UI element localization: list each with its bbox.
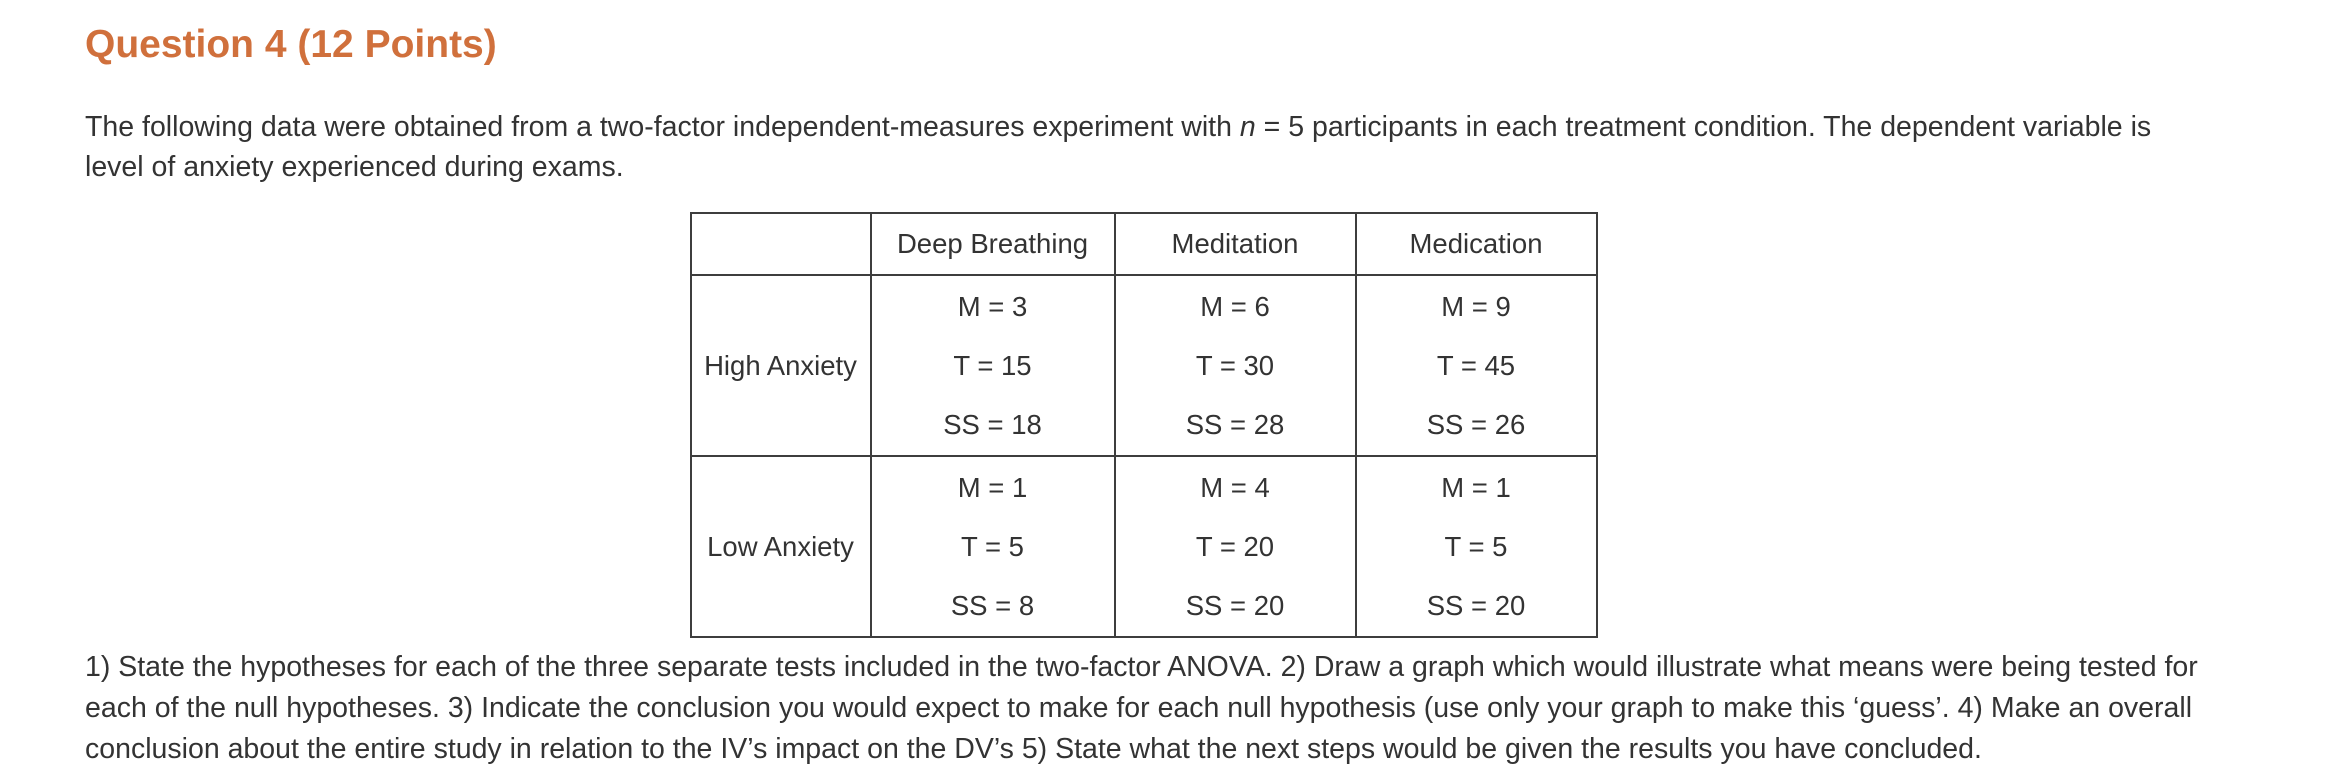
cell-low-deep-breathing: M = 1 T = 5 SS = 8	[869, 455, 1116, 638]
stat-ss: SS = 28	[1185, 409, 1285, 440]
cell-high-meditation: M = 6 T = 30 SS = 28	[1113, 274, 1357, 457]
stat-total: T = 5	[1444, 531, 1508, 562]
stat-total: T = 45	[1436, 350, 1516, 381]
header-cell-empty	[689, 212, 872, 276]
header-cell-deep-breathing: Deep Breathing	[869, 212, 1116, 276]
stat-total: T = 15	[953, 350, 1032, 381]
question-intro: The following data were obtained from a …	[85, 107, 2202, 187]
stat-mean: M = 9	[1441, 291, 1511, 322]
intro-text-part2: = 5 participants in each treatment condi…	[85, 111, 2152, 183]
intro-variable-n: n	[1239, 111, 1256, 143]
row-label-high-anxiety: High Anxiety	[689, 274, 872, 457]
header-cell-meditation: Meditation	[1113, 212, 1357, 276]
cell-high-medication: M = 9 T = 45 SS = 26	[1354, 274, 1598, 457]
stat-total: T = 30	[1195, 350, 1275, 381]
stat-ss: SS = 18	[943, 409, 1042, 440]
stat-mean: M = 1	[957, 472, 1028, 503]
stat-mean: M = 1	[1441, 472, 1511, 503]
question-title: Question 4 (12 Points)	[85, 23, 497, 66]
table-row-low-anxiety: Low Anxiety M = 1 T = 5 SS = 8 M = 4 T =…	[689, 455, 1598, 638]
intro-text-part1: The following data were obtained from a …	[85, 111, 1240, 143]
stat-ss: SS = 20	[1185, 590, 1285, 621]
header-cell-medication: Medication	[1354, 212, 1598, 276]
stat-ss: SS = 20	[1426, 590, 1526, 621]
stat-mean: M = 4	[1200, 472, 1270, 503]
cell-low-meditation: M = 4 T = 20 SS = 20	[1113, 455, 1357, 638]
table-header-row: Deep Breathing Meditation Medication	[689, 212, 1598, 276]
row-label-low-anxiety: Low Anxiety	[689, 455, 872, 638]
stat-total: T = 5	[961, 531, 1024, 562]
table-row-high-anxiety: High Anxiety M = 3 T = 15 SS = 18 M = 6 …	[689, 274, 1598, 457]
stat-mean: M = 6	[1200, 291, 1270, 322]
anova-data-table: Deep Breathing Meditation Medication Hig…	[689, 212, 1598, 638]
cell-low-medication: M = 1 T = 5 SS = 20	[1354, 455, 1598, 638]
stat-total: T = 20	[1195, 531, 1275, 562]
stat-ss: SS = 8	[950, 590, 1035, 621]
cell-high-deep-breathing: M = 3 T = 15 SS = 18	[869, 274, 1116, 457]
question-instructions: 1) State the hypotheses for each of the …	[85, 651, 2198, 765]
stat-mean: M = 3	[957, 291, 1028, 322]
stat-ss: SS = 26	[1426, 409, 1526, 440]
